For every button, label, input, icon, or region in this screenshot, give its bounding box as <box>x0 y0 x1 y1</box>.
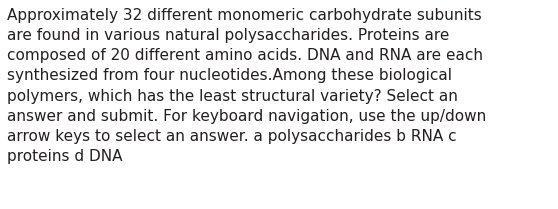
Text: Approximately 32 different monomeric carbohydrate subunits
are found in various : Approximately 32 different monomeric car… <box>7 8 487 164</box>
